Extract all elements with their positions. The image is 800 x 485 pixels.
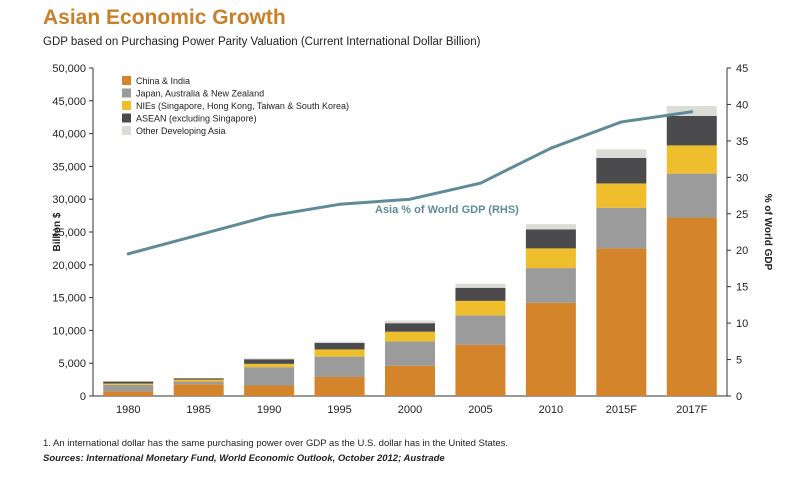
x-tick-label: 1980 — [116, 404, 140, 416]
legend-swatch — [122, 101, 131, 110]
legend-swatch — [122, 76, 131, 85]
bar-japan-aus-nz — [596, 207, 647, 249]
bar-nies — [314, 349, 365, 357]
y2-tick-label: 20 — [736, 245, 748, 257]
line-label: Asia % of World GDP (RHS) — [375, 204, 519, 216]
y-tick-label: 45,000 — [52, 96, 86, 108]
y2-tick-label: 25 — [736, 209, 748, 221]
y-tick-label: 50,000 — [52, 63, 86, 75]
legend-swatch — [122, 113, 131, 123]
line-point — [197, 233, 201, 237]
bar-asean — [525, 229, 576, 249]
bar-china-india — [103, 391, 154, 396]
y-tick-label: 15,000 — [52, 293, 86, 305]
bar-china-india — [666, 217, 717, 396]
footnote: 1. An international dollar has the same … — [43, 438, 509, 449]
y2-tick-label: 0 — [736, 391, 742, 403]
bar-other-asia — [525, 224, 576, 230]
bar-asean — [244, 359, 295, 364]
x-tick-label: 1990 — [257, 404, 281, 416]
sources: Sources: International Monetary Fund, Wo… — [43, 453, 445, 464]
line-point — [267, 214, 271, 218]
line-point — [408, 197, 412, 201]
x-tick-label: 2010 — [539, 404, 563, 416]
x-tick-label: 2005 — [468, 404, 492, 416]
bar-nies — [173, 379, 224, 382]
bar-nies — [385, 331, 435, 342]
bar-asean — [666, 115, 717, 146]
bar-other-asia — [244, 358, 295, 360]
chart-subtitle: GDP based on Purchasing Power Parity Val… — [43, 36, 481, 48]
legend-swatch — [122, 88, 131, 98]
bar-asean — [385, 323, 435, 332]
y2-tick-label: 5 — [736, 355, 742, 367]
bar-china-india — [244, 385, 295, 396]
bar-nies — [596, 183, 647, 208]
y-tick-label: 30,000 — [52, 194, 86, 206]
bar-other-asia — [455, 283, 506, 288]
y-tick-label: 25,000 — [52, 227, 86, 239]
bar-japan-aus-nz — [314, 356, 365, 377]
y2-tick-label: 35 — [736, 136, 748, 148]
bar-china-india — [455, 344, 506, 396]
bar-other-asia — [314, 341, 365, 343]
legend-label: NIEs (Singapore, Hong Kong, Taiwan & Sou… — [136, 101, 349, 111]
line-point — [690, 110, 694, 114]
y-tick-label: 35,000 — [52, 161, 86, 173]
bar-nies — [103, 383, 154, 385]
bar-china-india — [525, 302, 576, 396]
bar-asean — [103, 381, 154, 384]
x-tick-label: 2017F — [676, 404, 707, 416]
bar-asean — [314, 342, 365, 350]
legend-swatch — [122, 126, 131, 135]
y-axis-title: Billion $ — [52, 212, 63, 251]
bar-japan-aus-nz — [385, 341, 435, 366]
bar-japan-aus-nz — [525, 268, 576, 303]
stacked-bar-line-chart: 0 5,000 10,000 15,000 20,000 25,000 30,000 35,0… — [52, 63, 773, 416]
y-tick-label: 40,000 — [52, 129, 86, 141]
y-tick-label: 0 — [80, 391, 86, 403]
y-tick-label: 20,000 — [52, 260, 86, 272]
y2-tick-label: 10 — [736, 318, 748, 330]
x-tick-label: 1985 — [186, 404, 210, 416]
bar-china-india — [173, 384, 224, 396]
x-tick-label: 1995 — [327, 404, 351, 416]
line-point — [478, 181, 482, 185]
y2-tick-label: 30 — [736, 172, 748, 184]
bar-nies — [525, 248, 576, 269]
x-tick-label: 2000 — [398, 404, 422, 416]
bar-asean — [596, 157, 647, 184]
line-point — [619, 120, 623, 124]
bar-china-india — [314, 376, 365, 396]
x-tick-label: 2015F — [606, 404, 637, 416]
line-point — [126, 252, 130, 256]
bar-asean — [455, 287, 506, 301]
chart-title: Asian Economic Growth — [43, 6, 286, 29]
y2-tick-label: 40 — [736, 99, 748, 111]
legend-label: Japan, Australia & New Zealand — [136, 89, 264, 99]
bar-japan-aus-nz — [455, 315, 506, 345]
bar-japan-aus-nz — [244, 367, 295, 386]
bar-china-india — [596, 248, 647, 396]
y-tick-label: 10,000 — [52, 325, 86, 337]
line-point — [338, 202, 342, 206]
y-tick-label: 5,000 — [58, 358, 86, 370]
line-point — [549, 146, 553, 150]
legend-label: ASEAN (excluding Singapore) — [136, 114, 257, 124]
bar-nies — [244, 363, 295, 368]
bar-asean — [173, 378, 224, 380]
y2-axis-title: % of World GDP — [762, 194, 773, 271]
y2-tick-label: 45 — [736, 63, 748, 75]
bar-nies — [455, 300, 506, 316]
legend-label: Other Developing Asia — [136, 126, 226, 136]
y2-tick-label: 15 — [736, 282, 748, 294]
bar-japan-aus-nz — [173, 381, 224, 385]
legend-label: China & India — [136, 76, 190, 86]
bar-japan-aus-nz — [103, 384, 154, 392]
bar-japan-aus-nz — [666, 173, 717, 218]
bar-other-asia — [596, 149, 647, 158]
bar-nies — [666, 145, 717, 174]
bar-china-india — [385, 365, 435, 396]
bar-other-asia — [385, 320, 435, 324]
